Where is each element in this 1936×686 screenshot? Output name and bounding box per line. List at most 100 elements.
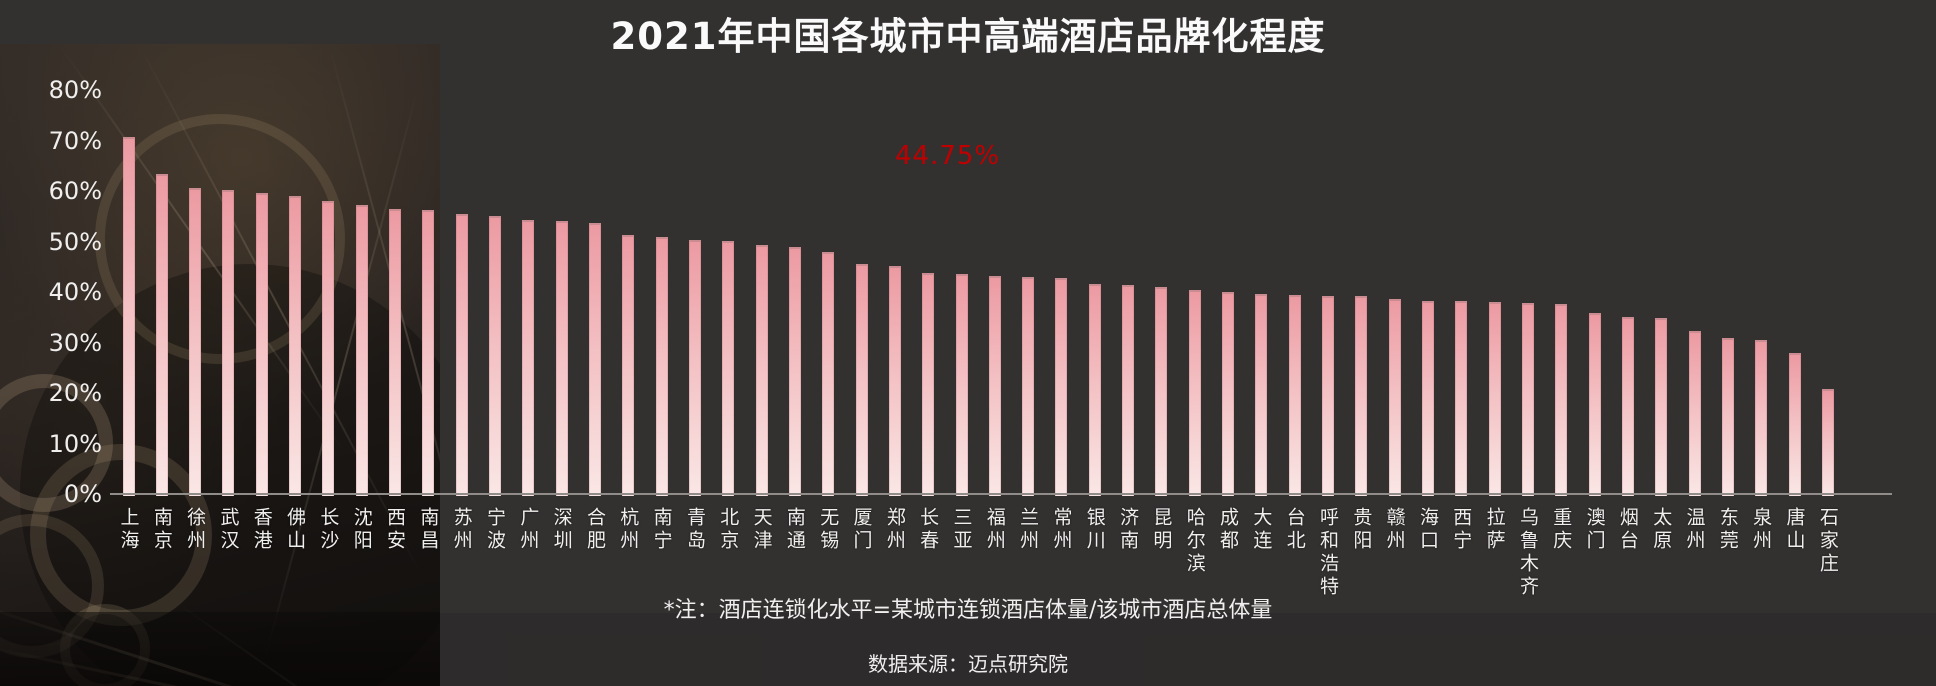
x-tick-label: 乌鲁木齐 xyxy=(1516,507,1539,599)
bar-贵阳 xyxy=(1355,296,1368,496)
bar-常州 xyxy=(1055,277,1068,496)
bar-济南 xyxy=(1122,284,1135,496)
y-tick-label: 60% xyxy=(48,177,102,205)
x-tick-label: 赣州 xyxy=(1383,507,1406,553)
bar-烟台 xyxy=(1621,316,1634,496)
bar-澳门 xyxy=(1588,313,1601,496)
x-tick-label: 海口 xyxy=(1416,507,1439,553)
x-tick-label: 重庆 xyxy=(1550,507,1573,553)
bar-南宁 xyxy=(655,236,668,496)
bar-台北 xyxy=(1288,295,1301,496)
x-tick-label: 呼和浩特 xyxy=(1317,507,1340,599)
bar-佛山 xyxy=(289,196,302,496)
x-tick-label: 昆明 xyxy=(1150,507,1173,553)
x-tick-label: 合肥 xyxy=(583,507,606,553)
photo-ring xyxy=(95,114,345,364)
bar-唐山 xyxy=(1788,353,1801,496)
y-tick-label: 70% xyxy=(48,126,102,155)
bar-拉萨 xyxy=(1488,302,1501,496)
bar-宁波 xyxy=(489,216,502,496)
y-tick-label: 20% xyxy=(48,379,102,407)
bar-郑州 xyxy=(888,266,901,496)
x-tick-label: 西安 xyxy=(384,507,407,553)
bar-青岛 xyxy=(688,239,701,496)
bar-长沙 xyxy=(322,201,335,496)
photo-bottom-dark xyxy=(0,612,440,686)
x-tick-label: 拉萨 xyxy=(1483,507,1506,553)
x-tick-label: 石家庄 xyxy=(1816,507,1839,576)
bar-温州 xyxy=(1688,330,1701,496)
x-tick-label: 上海 xyxy=(117,507,140,553)
x-tick-label: 北京 xyxy=(717,507,740,553)
x-tick-label: 东莞 xyxy=(1716,507,1739,553)
bar-天津 xyxy=(755,245,768,496)
x-tick-label: 郑州 xyxy=(883,507,906,553)
x-tick-label: 青岛 xyxy=(683,507,706,553)
x-tick-label: 宁波 xyxy=(484,507,507,553)
y-tick-label: 0% xyxy=(63,480,102,508)
bar-银川 xyxy=(1088,283,1101,496)
x-tick-label: 烟台 xyxy=(1616,507,1639,553)
x-tick-label: 唐山 xyxy=(1783,507,1806,553)
bar-兰州 xyxy=(1022,276,1035,496)
bar-杭州 xyxy=(622,235,635,496)
bar-成都 xyxy=(1222,292,1235,496)
x-tick-label: 南宁 xyxy=(650,507,673,553)
bar-无锡 xyxy=(822,252,835,496)
bar-武汉 xyxy=(222,189,235,496)
bar-三亚 xyxy=(955,274,968,496)
x-tick-label: 成都 xyxy=(1217,507,1240,553)
x-tick-label: 泉州 xyxy=(1750,507,1773,553)
data-source: 数据来源：迈点研究院 xyxy=(868,652,1068,676)
x-tick-label: 西宁 xyxy=(1450,507,1473,553)
bar-哈尔滨 xyxy=(1188,290,1201,496)
x-axis-line xyxy=(110,493,1892,495)
y-tick-label: 10% xyxy=(48,429,102,458)
x-tick-label: 武汉 xyxy=(217,507,240,553)
bar-昆明 xyxy=(1155,286,1168,496)
bar-厦门 xyxy=(855,264,868,496)
y-tick-label: 40% xyxy=(48,278,102,306)
bar-重庆 xyxy=(1555,304,1568,496)
x-tick-label: 温州 xyxy=(1683,507,1706,553)
x-tick-label: 太原 xyxy=(1650,507,1673,553)
bar-长春 xyxy=(922,272,935,496)
x-tick-label: 银川 xyxy=(1083,507,1106,553)
x-tick-label: 哈尔滨 xyxy=(1183,507,1206,576)
x-tick-label: 三亚 xyxy=(950,507,973,553)
x-tick-label: 苏州 xyxy=(450,507,473,553)
bar-西宁 xyxy=(1455,301,1468,496)
x-tick-label: 贵阳 xyxy=(1350,507,1373,553)
bar-沈阳 xyxy=(355,205,368,496)
x-tick-label: 徐州 xyxy=(184,507,207,553)
bar-北京 xyxy=(722,240,735,496)
y-tick-label: 50% xyxy=(48,227,102,256)
x-tick-label: 常州 xyxy=(1050,507,1073,553)
x-tick-label: 南通 xyxy=(783,507,806,553)
chart-title: 2021年中国各城市中高端酒店品牌化程度 xyxy=(610,15,1326,58)
bar-石家庄 xyxy=(1821,389,1834,496)
x-tick-label: 福州 xyxy=(983,507,1006,553)
x-tick-label: 佛山 xyxy=(284,507,307,553)
bar-西安 xyxy=(389,209,402,496)
bar-苏州 xyxy=(455,214,468,496)
bar-乌鲁木齐 xyxy=(1521,303,1534,496)
bar-深圳 xyxy=(555,221,568,496)
bar-太原 xyxy=(1655,317,1668,496)
x-tick-label: 澳门 xyxy=(1583,507,1606,553)
x-tick-label: 沈阳 xyxy=(350,507,373,553)
x-tick-label: 台北 xyxy=(1283,507,1306,553)
bar-东莞 xyxy=(1721,337,1734,496)
bar-合肥 xyxy=(588,222,601,496)
x-tick-label: 长春 xyxy=(917,507,940,553)
x-tick-label: 杭州 xyxy=(617,507,640,553)
bar-南昌 xyxy=(422,210,435,496)
x-tick-label: 深圳 xyxy=(550,507,573,553)
x-tick-label: 长沙 xyxy=(317,507,340,553)
bar-赣州 xyxy=(1388,298,1401,496)
x-tick-label: 无锡 xyxy=(817,507,840,553)
x-tick-label: 兰州 xyxy=(1017,507,1040,553)
bar-香港 xyxy=(255,193,268,496)
bar-徐州 xyxy=(189,187,202,496)
x-tick-label: 广州 xyxy=(517,507,540,553)
